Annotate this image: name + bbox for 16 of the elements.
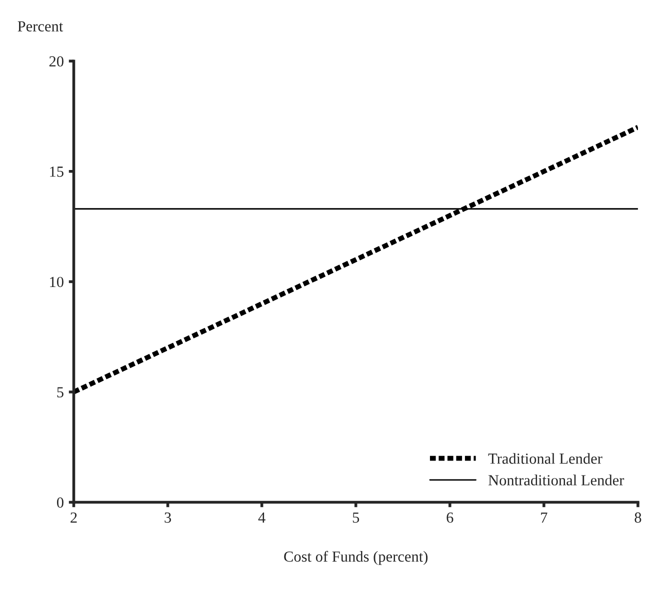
x-tick-label: 4 (258, 512, 266, 523)
x-tick-label: 3 (164, 512, 172, 523)
x-tick-label: 6 (446, 512, 454, 523)
y-tick-label: 10 (50, 276, 64, 288)
x-tick-label: 5 (352, 512, 360, 523)
y-tick-label: 20 (49, 56, 64, 67)
y-tick-label: 5 (57, 387, 64, 398)
legend-label: Traditional Lender (488, 453, 602, 464)
x-tick-label: 8 (634, 512, 642, 523)
x-tick-label: 7 (541, 512, 548, 523)
x-axis-title: Cost of Funds (percent) (284, 550, 428, 565)
y-tick-label: 15 (50, 166, 64, 177)
x-tick-label: 2 (70, 512, 77, 523)
y-tick-label: 0 (56, 497, 64, 508)
y-axis-title: Percent (18, 21, 64, 32)
legend-label: Nontraditional Lender (488, 474, 624, 486)
